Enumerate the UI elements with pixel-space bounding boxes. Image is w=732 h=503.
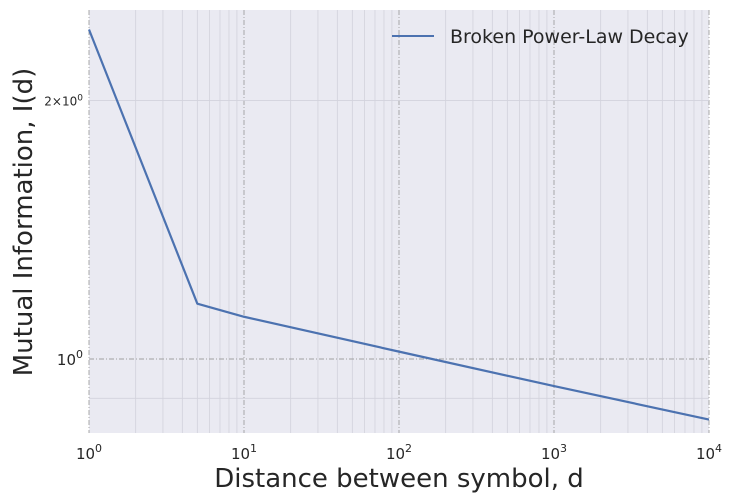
x-tick-labels: 100 101 102 103 104 [76,442,722,463]
major-gridlines [88,10,710,433]
legend-label: Broken Power-Law Decay [450,26,689,48]
x-tick-label-0: 100 [76,442,102,463]
legend: Broken Power-Law Decay [392,26,689,48]
x-axis-label: Distance between symbol, d [214,464,584,494]
x-tick-label-2: 102 [386,442,412,463]
x-tick-label-3: 103 [541,442,567,463]
y-tick-label-0: 100 [57,348,83,369]
x-tick-label-4: 104 [696,442,722,463]
series-line-0 [87,29,710,421]
minor-gridlines [89,10,709,433]
y-tick-labels: 100 2×100 [44,94,83,369]
y-axis-label: Mutual Information, I(d) [9,68,39,377]
y-tick-label-1: 2×100 [44,94,83,109]
x-tick-label-1: 101 [231,442,257,463]
series-layer [87,29,710,421]
